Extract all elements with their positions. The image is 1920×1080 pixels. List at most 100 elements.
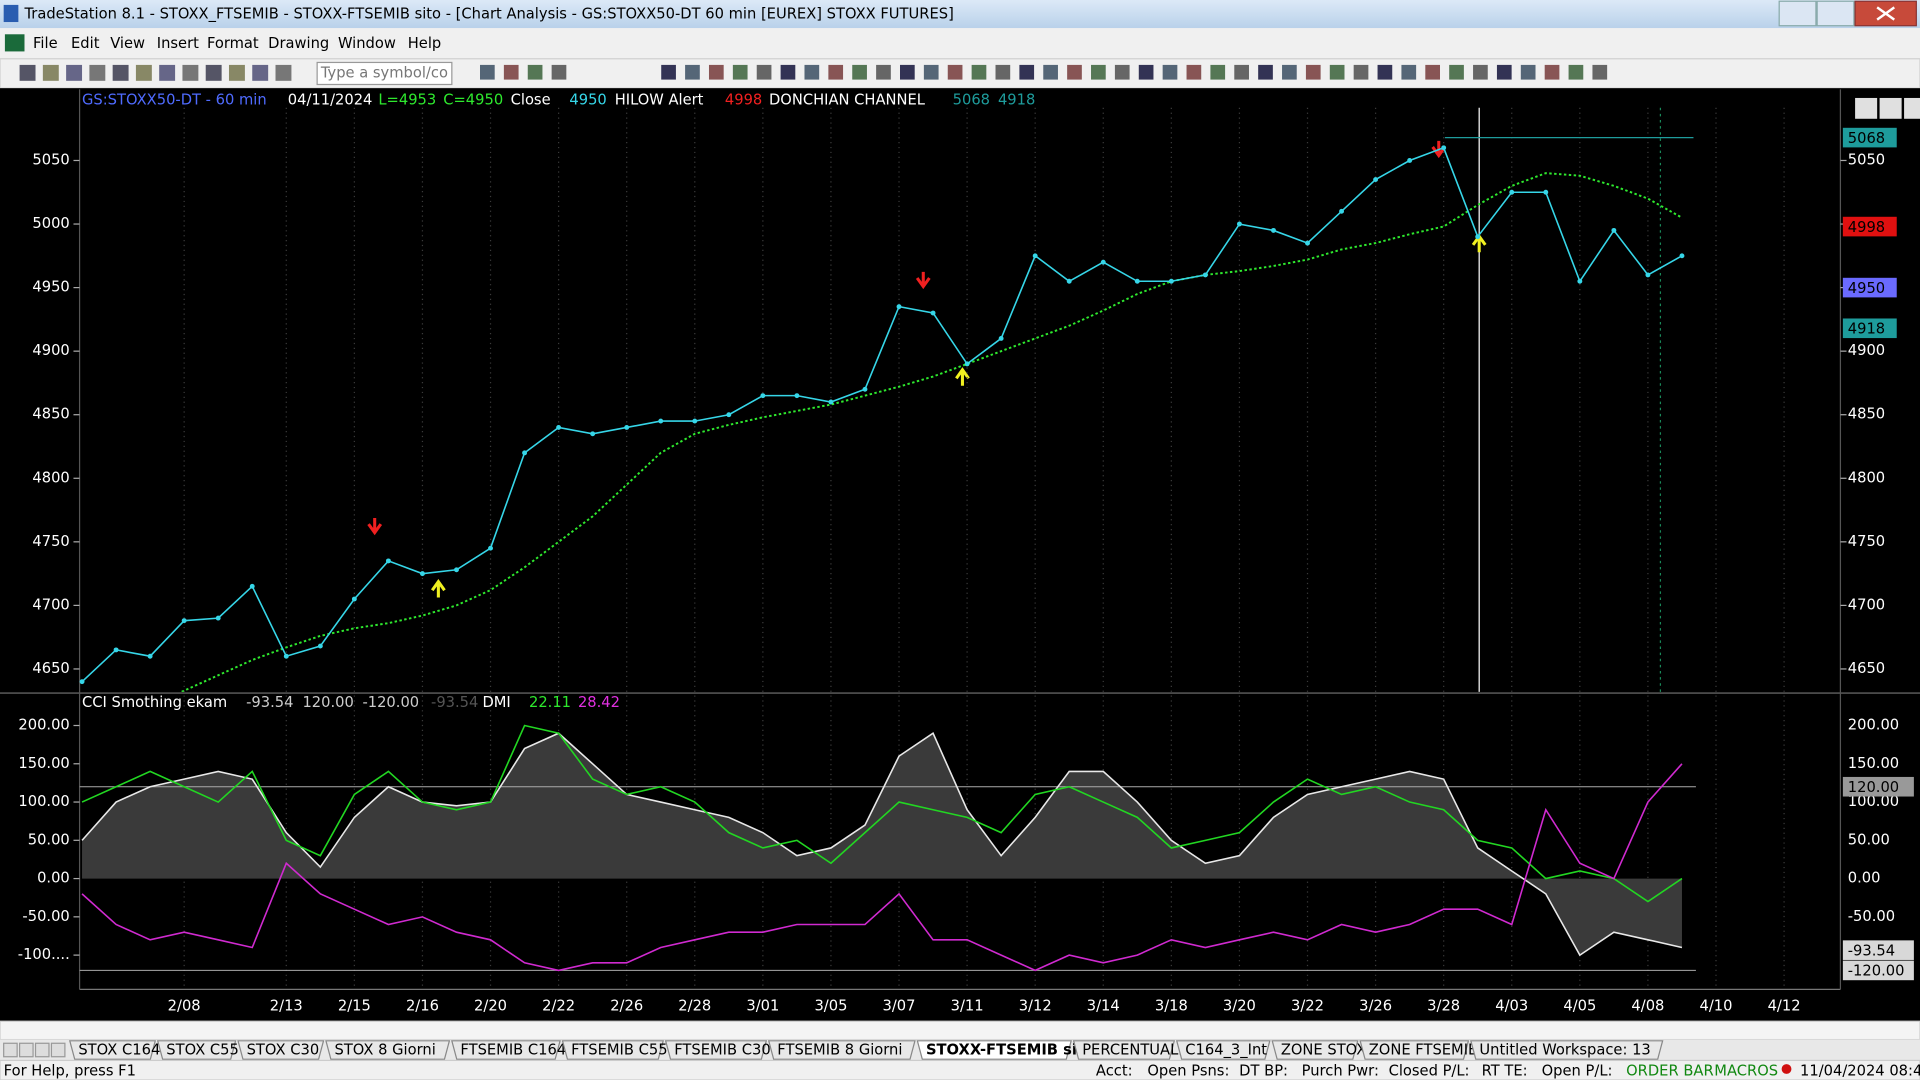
toolbar-icon[interactable]: [252, 64, 269, 81]
toolbar-icon[interactable]: [1114, 64, 1130, 80]
tab[interactable]: [1470, 1040, 1664, 1060]
toolbar-icon[interactable]: [804, 64, 820, 80]
tab[interactable]: [664, 1040, 768, 1060]
toolbar-icon[interactable]: [1138, 64, 1154, 80]
toolbar-icon[interactable]: [182, 64, 199, 81]
toolbar-icon[interactable]: [228, 64, 245, 81]
tab[interactable]: [1175, 1040, 1271, 1060]
toolbar-icon[interactable]: [1019, 64, 1035, 80]
toolbar-icon[interactable]: [828, 64, 844, 80]
toolbar-icon[interactable]: [1353, 64, 1369, 80]
toolbar-icon[interactable]: [42, 64, 59, 81]
menu-item[interactable]: Insert: [157, 35, 199, 52]
toolbar-icon[interactable]: [1186, 64, 1202, 80]
tab-nav[interactable]: [3, 1042, 18, 1058]
price-dot: [624, 424, 630, 430]
scroll-bar[interactable]: [0, 1020, 1920, 1041]
tab-nav[interactable]: [34, 1042, 50, 1058]
toolbar-icon[interactable]: [1496, 64, 1512, 80]
toolbar-icon[interactable]: [756, 64, 772, 80]
toolbar-icon[interactable]: [947, 64, 963, 80]
toolbar-icon[interactable]: [205, 64, 222, 81]
macros[interactable]: MACROS: [1714, 1062, 1778, 1079]
toolbar-icon[interactable]: [1449, 64, 1464, 80]
toolbar-icon[interactable]: [1473, 64, 1488, 80]
tab[interactable]: [1072, 1040, 1176, 1060]
toolbar-icon[interactable]: [852, 64, 867, 80]
toolbar-icon[interactable]: [1234, 64, 1249, 80]
toolbar-icon[interactable]: [159, 64, 176, 81]
order-bar[interactable]: ORDER BAR: [1626, 1062, 1714, 1079]
toolbar-icon[interactable]: [971, 64, 987, 80]
tab[interactable]: [1359, 1040, 1470, 1060]
toolbar-icon[interactable]: [112, 64, 129, 81]
child-close[interactable]: [1904, 97, 1920, 119]
menu-item[interactable]: File: [33, 35, 58, 52]
toolbar-icon[interactable]: [275, 64, 292, 81]
menu-item[interactable]: Help: [408, 35, 441, 52]
toolbar-icon[interactable]: [876, 64, 891, 80]
last-value-badge: [1842, 940, 1914, 960]
toolbar-icon[interactable]: [503, 64, 519, 80]
toolbar-icon[interactable]: [135, 64, 152, 81]
toolbar-icon[interactable]: [685, 64, 700, 80]
indicator-name: CCI Smothing ekam: [82, 694, 227, 711]
price-dot: [283, 653, 289, 659]
toolbar-icon[interactable]: [527, 64, 543, 80]
toolbar-icon[interactable]: [551, 64, 567, 80]
toolbar-icon[interactable]: [995, 64, 1011, 80]
tab-nav[interactable]: [50, 1042, 66, 1058]
tab[interactable]: [237, 1040, 325, 1060]
toolbar-icon[interactable]: [1091, 64, 1106, 80]
toolbar-icon[interactable]: [1544, 64, 1560, 80]
toolbar-icon[interactable]: [780, 64, 796, 80]
tab-nav[interactable]: [18, 1042, 34, 1058]
toolbar-icon[interactable]: [1282, 64, 1297, 80]
tab[interactable]: [561, 1040, 664, 1060]
tab[interactable]: [916, 1040, 1072, 1060]
symbol-input[interactable]: [316, 61, 453, 86]
status-item: Acct:: [1096, 1062, 1133, 1079]
menu-item[interactable]: View: [110, 35, 145, 52]
toolbar-icon[interactable]: [1067, 64, 1082, 80]
tab[interactable]: [767, 1040, 916, 1060]
toolbar-icon[interactable]: [1258, 64, 1273, 80]
toolbar-icon[interactable]: [1401, 64, 1417, 80]
toolbar-icon[interactable]: [900, 64, 915, 80]
toolbar-icon[interactable]: [19, 64, 36, 81]
toolbar-icon[interactable]: [661, 64, 676, 80]
menu-item[interactable]: Format: [207, 35, 259, 52]
maximize-button[interactable]: [1816, 0, 1855, 27]
toolbar-icon[interactable]: [1329, 64, 1345, 80]
child-max[interactable]: [1879, 97, 1902, 119]
chart-header-donchian-lower: 4918: [998, 91, 1035, 108]
toolbar-icon[interactable]: [1592, 64, 1608, 80]
last-value-label: -93.54: [1848, 942, 1895, 959]
indicator-value: 120.00: [302, 694, 353, 711]
menu-item[interactable]: Window: [338, 35, 396, 52]
toolbar-icon[interactable]: [1162, 64, 1178, 80]
toolbar-icon[interactable]: [923, 64, 939, 80]
tab[interactable]: [325, 1040, 451, 1060]
toolbar-icon[interactable]: [1425, 64, 1440, 80]
toolbar-icon[interactable]: [480, 64, 495, 80]
toolbar-icon[interactable]: [1377, 64, 1393, 80]
menu-item[interactable]: Drawing: [268, 35, 329, 52]
child-min[interactable]: [1855, 97, 1878, 119]
toolbar-icon[interactable]: [1568, 64, 1584, 80]
toolbar-icon[interactable]: [1043, 64, 1058, 80]
toolbar-icon[interactable]: [1305, 64, 1321, 80]
tab[interactable]: [1271, 1040, 1359, 1060]
tab[interactable]: [68, 1040, 157, 1060]
toolbar-icon[interactable]: [708, 64, 724, 80]
toolbar-icon[interactable]: [89, 64, 106, 81]
minimize-button[interactable]: [1778, 0, 1817, 27]
toolbar-icon[interactable]: [732, 64, 748, 80]
y-tick-label: 100.00: [18, 793, 69, 810]
toolbar-icon[interactable]: [1210, 64, 1226, 80]
tab[interactable]: [156, 1040, 237, 1060]
toolbar-icon[interactable]: [66, 64, 83, 81]
tab[interactable]: [451, 1040, 561, 1060]
menu-item[interactable]: Edit: [71, 35, 100, 52]
toolbar-icon[interactable]: [1520, 64, 1536, 80]
